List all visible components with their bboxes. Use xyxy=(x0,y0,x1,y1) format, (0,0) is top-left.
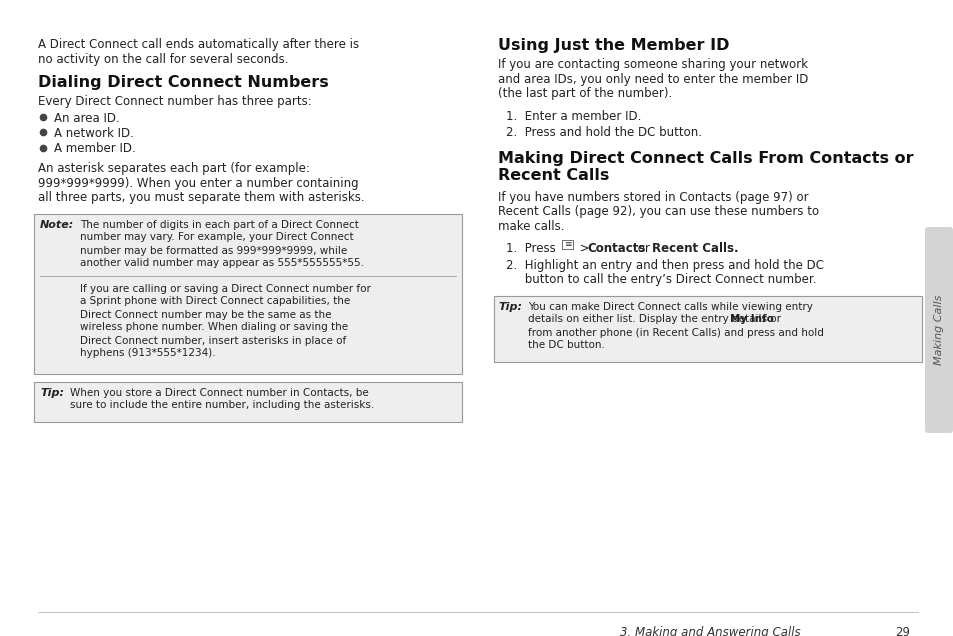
Text: 1.  Enter a member ID.: 1. Enter a member ID. xyxy=(505,109,640,123)
Text: (the last part of the number).: (the last part of the number). xyxy=(497,87,672,100)
Text: number may vary. For example, your Direct Connect: number may vary. For example, your Direc… xyxy=(80,233,354,242)
Text: Recent Calls: Recent Calls xyxy=(497,169,609,184)
Text: wireless phone number. When dialing or saving the: wireless phone number. When dialing or s… xyxy=(80,322,348,333)
Text: 999*999*9999). When you enter a number containing: 999*999*9999). When you enter a number c… xyxy=(38,177,358,190)
Text: Every Direct Connect number has three parts:: Every Direct Connect number has three pa… xyxy=(38,95,312,108)
FancyBboxPatch shape xyxy=(34,214,461,373)
Text: If you are calling or saving a Direct Connect number for: If you are calling or saving a Direct Co… xyxy=(80,284,371,293)
Text: the DC button.: the DC button. xyxy=(527,340,604,350)
Text: sure to include the entire number, including the asterisks.: sure to include the entire number, inclu… xyxy=(70,401,374,410)
Text: number may be formatted as 999*999*9999, while: number may be formatted as 999*999*9999,… xyxy=(80,245,347,256)
Text: 1.  Press: 1. Press xyxy=(505,242,558,255)
Text: If you are contacting someone sharing your network: If you are contacting someone sharing yo… xyxy=(497,58,807,71)
Text: Direct Connect number, insert asterisks in place of: Direct Connect number, insert asterisks … xyxy=(80,336,346,345)
Text: Making Calls: Making Calls xyxy=(933,295,943,365)
Text: no activity on the call for several seconds.: no activity on the call for several seco… xyxy=(38,53,288,66)
Text: Contacts: Contacts xyxy=(586,242,644,255)
Text: details on either list. Display the entry details or: details on either list. Display the entr… xyxy=(527,314,783,324)
Text: another valid number may appear as 555*555555*55.: another valid number may appear as 555*5… xyxy=(80,258,364,268)
FancyBboxPatch shape xyxy=(561,240,573,249)
Text: My Info: My Info xyxy=(730,314,774,324)
Text: 29: 29 xyxy=(894,626,909,636)
Text: Making Direct Connect Calls From Contacts or: Making Direct Connect Calls From Contact… xyxy=(497,151,913,165)
FancyBboxPatch shape xyxy=(34,382,461,422)
Text: ≡: ≡ xyxy=(563,240,571,249)
Text: a Sprint phone with Direct Connect capabilities, the: a Sprint phone with Direct Connect capab… xyxy=(80,296,350,307)
Text: make calls.: make calls. xyxy=(497,219,564,233)
FancyBboxPatch shape xyxy=(924,227,952,433)
Text: You can make Direct Connect calls while viewing entry: You can make Direct Connect calls while … xyxy=(527,301,812,312)
Text: from another phone (in Recent Calls) and press and hold: from another phone (in Recent Calls) and… xyxy=(527,328,823,338)
Text: 3. Making and Answering Calls: 3. Making and Answering Calls xyxy=(619,626,800,636)
Text: 2.  Highlight an entry and then press and hold the DC: 2. Highlight an entry and then press and… xyxy=(505,258,823,272)
Text: An asterisk separates each part (for example:: An asterisk separates each part (for exa… xyxy=(38,162,310,175)
Text: If you have numbers stored in Contacts (page 97) or: If you have numbers stored in Contacts (… xyxy=(497,191,808,204)
Text: An area ID.: An area ID. xyxy=(54,111,120,125)
FancyBboxPatch shape xyxy=(494,296,921,361)
Text: all three parts, you must separate them with asterisks.: all three parts, you must separate them … xyxy=(38,191,364,204)
Text: When you store a Direct Connect number in Contacts, be: When you store a Direct Connect number i… xyxy=(70,387,369,398)
Text: The number of digits in each part of a Direct Connect: The number of digits in each part of a D… xyxy=(80,219,358,230)
Text: 2.  Press and hold the DC button.: 2. Press and hold the DC button. xyxy=(505,126,701,139)
Text: button to call the entry’s Direct Connect number.: button to call the entry’s Direct Connec… xyxy=(505,273,816,286)
Text: Note:: Note: xyxy=(40,219,74,230)
Text: Direct Connect number may be the same as the: Direct Connect number may be the same as… xyxy=(80,310,331,319)
Text: A network ID.: A network ID. xyxy=(54,127,133,140)
Text: and area IDs, you only need to enter the member ID: and area IDs, you only need to enter the… xyxy=(497,73,807,85)
Text: hyphens (913*555*1234).: hyphens (913*555*1234). xyxy=(80,349,215,359)
Text: Using Just the Member ID: Using Just the Member ID xyxy=(497,38,729,53)
Text: or: or xyxy=(634,242,653,255)
Text: Recent Calls.: Recent Calls. xyxy=(651,242,738,255)
Text: Recent Calls (page 92), you can use these numbers to: Recent Calls (page 92), you can use thes… xyxy=(497,205,819,218)
Text: A member ID.: A member ID. xyxy=(54,142,135,155)
Text: Tip:: Tip: xyxy=(497,301,521,312)
Text: A Direct Connect call ends automatically after there is: A Direct Connect call ends automatically… xyxy=(38,38,358,51)
Text: >: > xyxy=(576,242,593,255)
Text: Tip:: Tip: xyxy=(40,387,64,398)
Text: Dialing Direct Connect Numbers: Dialing Direct Connect Numbers xyxy=(38,75,329,90)
